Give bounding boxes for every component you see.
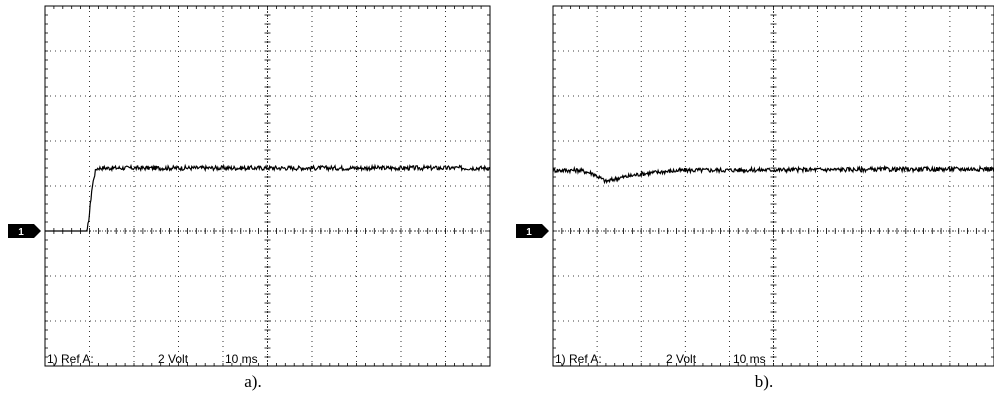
readout-time-b: 10 ms: [733, 352, 766, 366]
channel-marker-a: 1: [8, 224, 41, 238]
caption-a: a).: [244, 372, 262, 391]
scope-panel-a: 1 1) Ref A: 2 Volt 10 ms: [8, 5, 491, 367]
caption-b: b).: [754, 372, 774, 391]
trace-b: [552, 164, 994, 185]
scope-panel-b: 1 1) Ref A: 2 Volt 10 ms: [516, 5, 994, 367]
readout-volts-b: 2 Volt: [666, 352, 697, 366]
channel-marker-b: 1: [516, 224, 549, 238]
readout-volts-a: 2 Volt: [158, 352, 189, 366]
scope-grid-a: [44, 5, 491, 367]
readout-ref-a: 1) Ref A:: [47, 352, 94, 366]
readout-ref-b: 1) Ref A:: [555, 352, 602, 366]
scope-grid-b: [552, 5, 994, 367]
trace-a: [45, 163, 491, 232]
channel-marker-label-b: 1: [526, 227, 532, 238]
readout-time-a: 10 ms: [225, 352, 258, 366]
channel-marker-label-a: 1: [18, 227, 24, 238]
